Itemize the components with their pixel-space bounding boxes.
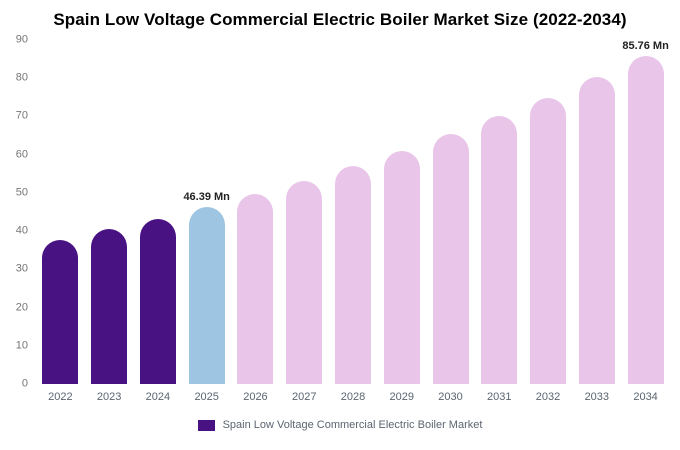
- x-tick-label: 2029: [389, 391, 414, 403]
- y-tick-label: 70: [15, 109, 28, 122]
- bar-2029: [383, 150, 420, 384]
- x-tick-label: 2031: [487, 391, 512, 403]
- bar-column-2029: [377, 40, 426, 384]
- bar-2026: [237, 194, 274, 384]
- bar-column-2033: [572, 40, 621, 384]
- bar-2033: [578, 77, 615, 384]
- y-tick-label: 60: [15, 148, 28, 161]
- x-tick-label: 2034: [633, 391, 658, 403]
- bar-column-2032: [524, 40, 573, 384]
- bar-column-2027: [280, 40, 329, 384]
- chart-title: Spain Low Voltage Commercial Electric Bo…: [53, 10, 627, 29]
- bar-2028: [334, 166, 371, 384]
- bar-column-2024: [134, 40, 183, 384]
- x-tick-label: 2028: [340, 391, 366, 403]
- bar-2024: [139, 218, 176, 384]
- x-tick-label: 2032: [535, 391, 561, 403]
- x-tick-label: 2026: [243, 391, 268, 403]
- bar-series: 46.39 Mn 85.76 Mn: [36, 40, 670, 384]
- bar-column-2030: [426, 40, 475, 384]
- bar-2031: [481, 116, 518, 384]
- legend: Spain Low Voltage Commercial Electric Bo…: [6, 419, 674, 431]
- bar-column-2031: [475, 40, 524, 384]
- bar-column-2025: 46.39 Mn: [182, 40, 231, 384]
- bar-2022: [42, 239, 79, 384]
- bar-column-2022: [36, 40, 85, 384]
- plot-area: 0 10 20 30 40 50 60 70 80 90 46.39 Mn 85.76 Mn: [16, 34, 670, 389]
- y-tick-label: 30: [15, 262, 28, 275]
- bar-column-2028: [329, 40, 378, 384]
- bar-column-2026: [231, 40, 280, 384]
- bar-column-2034: 85.76 Mn: [621, 40, 670, 384]
- bar-2034: [627, 56, 664, 384]
- bar-2023: [91, 229, 128, 384]
- y-tick-label: 80: [15, 71, 28, 84]
- y-tick-label: 40: [15, 224, 28, 237]
- y-tick-label: 0: [21, 377, 28, 390]
- x-tick-label: 2024: [145, 391, 171, 403]
- x-tick-label: 2023: [96, 391, 122, 403]
- legend-label: Spain Low Voltage Commercial Electric Bo…: [222, 419, 483, 431]
- bar-column-2023: [85, 40, 134, 384]
- x-tick-label: 2022: [48, 391, 73, 403]
- y-tick-label: 90: [15, 33, 28, 46]
- y-tick-label: 20: [15, 301, 28, 314]
- x-tick-label: 2030: [438, 391, 463, 403]
- bar-2025: [188, 206, 225, 384]
- y-tick-label: 10: [15, 339, 28, 352]
- y-tick-label: 50: [15, 186, 28, 199]
- y-axis: 0 10 20 30 40 50 60 70 80 90: [6, 34, 32, 389]
- x-tick-label: 2033: [584, 391, 610, 403]
- bar-value-label: 46.39 Mn: [183, 190, 230, 203]
- bar-2027: [286, 180, 323, 384]
- bar-2030: [432, 134, 469, 384]
- x-tick-label: 2025: [194, 391, 219, 403]
- legend-swatch: [197, 419, 215, 431]
- bar-value-label: 85.76 Mn: [622, 40, 669, 53]
- x-tick-label: 2027: [291, 391, 317, 403]
- x-axis: 2022 2023 2024 2025 2026 2027 2028 2029 2030 2031…: [36, 391, 670, 403]
- bar-2032: [530, 97, 567, 384]
